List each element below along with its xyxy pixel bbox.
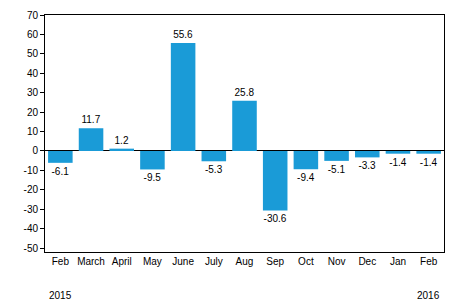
svg-text:-9.4: -9.4 bbox=[297, 172, 315, 183]
svg-text:60: 60 bbox=[27, 29, 39, 40]
svg-text:-5.3: -5.3 bbox=[205, 164, 223, 175]
svg-text:-20: -20 bbox=[24, 184, 39, 195]
svg-text:June: June bbox=[172, 256, 194, 267]
svg-text:Feb: Feb bbox=[420, 256, 438, 267]
svg-text:25.8: 25.8 bbox=[235, 87, 255, 98]
svg-text:Nov: Nov bbox=[328, 256, 346, 267]
svg-text:April: April bbox=[112, 256, 132, 267]
svg-text:40: 40 bbox=[27, 68, 39, 79]
svg-text:2015: 2015 bbox=[49, 290, 72, 301]
svg-text:Jan: Jan bbox=[390, 256, 406, 267]
svg-text:11.7: 11.7 bbox=[81, 114, 100, 125]
svg-text:May: May bbox=[143, 256, 162, 267]
svg-text:July: July bbox=[205, 256, 223, 267]
svg-text:Oct: Oct bbox=[298, 256, 314, 267]
svg-text:0: 0 bbox=[32, 145, 38, 156]
svg-text:-10: -10 bbox=[24, 165, 39, 176]
svg-text:-6.1: -6.1 bbox=[52, 166, 70, 177]
svg-text:-30: -30 bbox=[24, 204, 39, 215]
svg-text:-3.3: -3.3 bbox=[358, 160, 376, 171]
svg-text:20: 20 bbox=[27, 107, 39, 118]
svg-text:2016: 2016 bbox=[417, 290, 440, 301]
svg-text:-50: -50 bbox=[24, 243, 39, 254]
svg-text:Aug: Aug bbox=[236, 256, 254, 267]
svg-text:Dec: Dec bbox=[358, 256, 376, 267]
svg-text:10: 10 bbox=[27, 126, 39, 137]
svg-text:-1.4: -1.4 bbox=[389, 157, 407, 168]
svg-text:55.6: 55.6 bbox=[173, 29, 193, 40]
svg-text:70: 70 bbox=[27, 10, 39, 21]
svg-text:March: March bbox=[77, 256, 105, 267]
svg-text:Sep: Sep bbox=[266, 256, 284, 267]
svg-text:1.2: 1.2 bbox=[115, 135, 129, 146]
svg-text:Feb: Feb bbox=[52, 256, 70, 267]
svg-text:-1.4: -1.4 bbox=[420, 157, 438, 168]
svg-text:-40: -40 bbox=[24, 223, 39, 234]
svg-text:-5.1: -5.1 bbox=[328, 164, 346, 175]
svg-text:-9.5: -9.5 bbox=[144, 172, 162, 183]
svg-text:30: 30 bbox=[27, 87, 39, 98]
svg-text:-30.6: -30.6 bbox=[264, 213, 287, 224]
svg-text:50: 50 bbox=[27, 48, 39, 59]
